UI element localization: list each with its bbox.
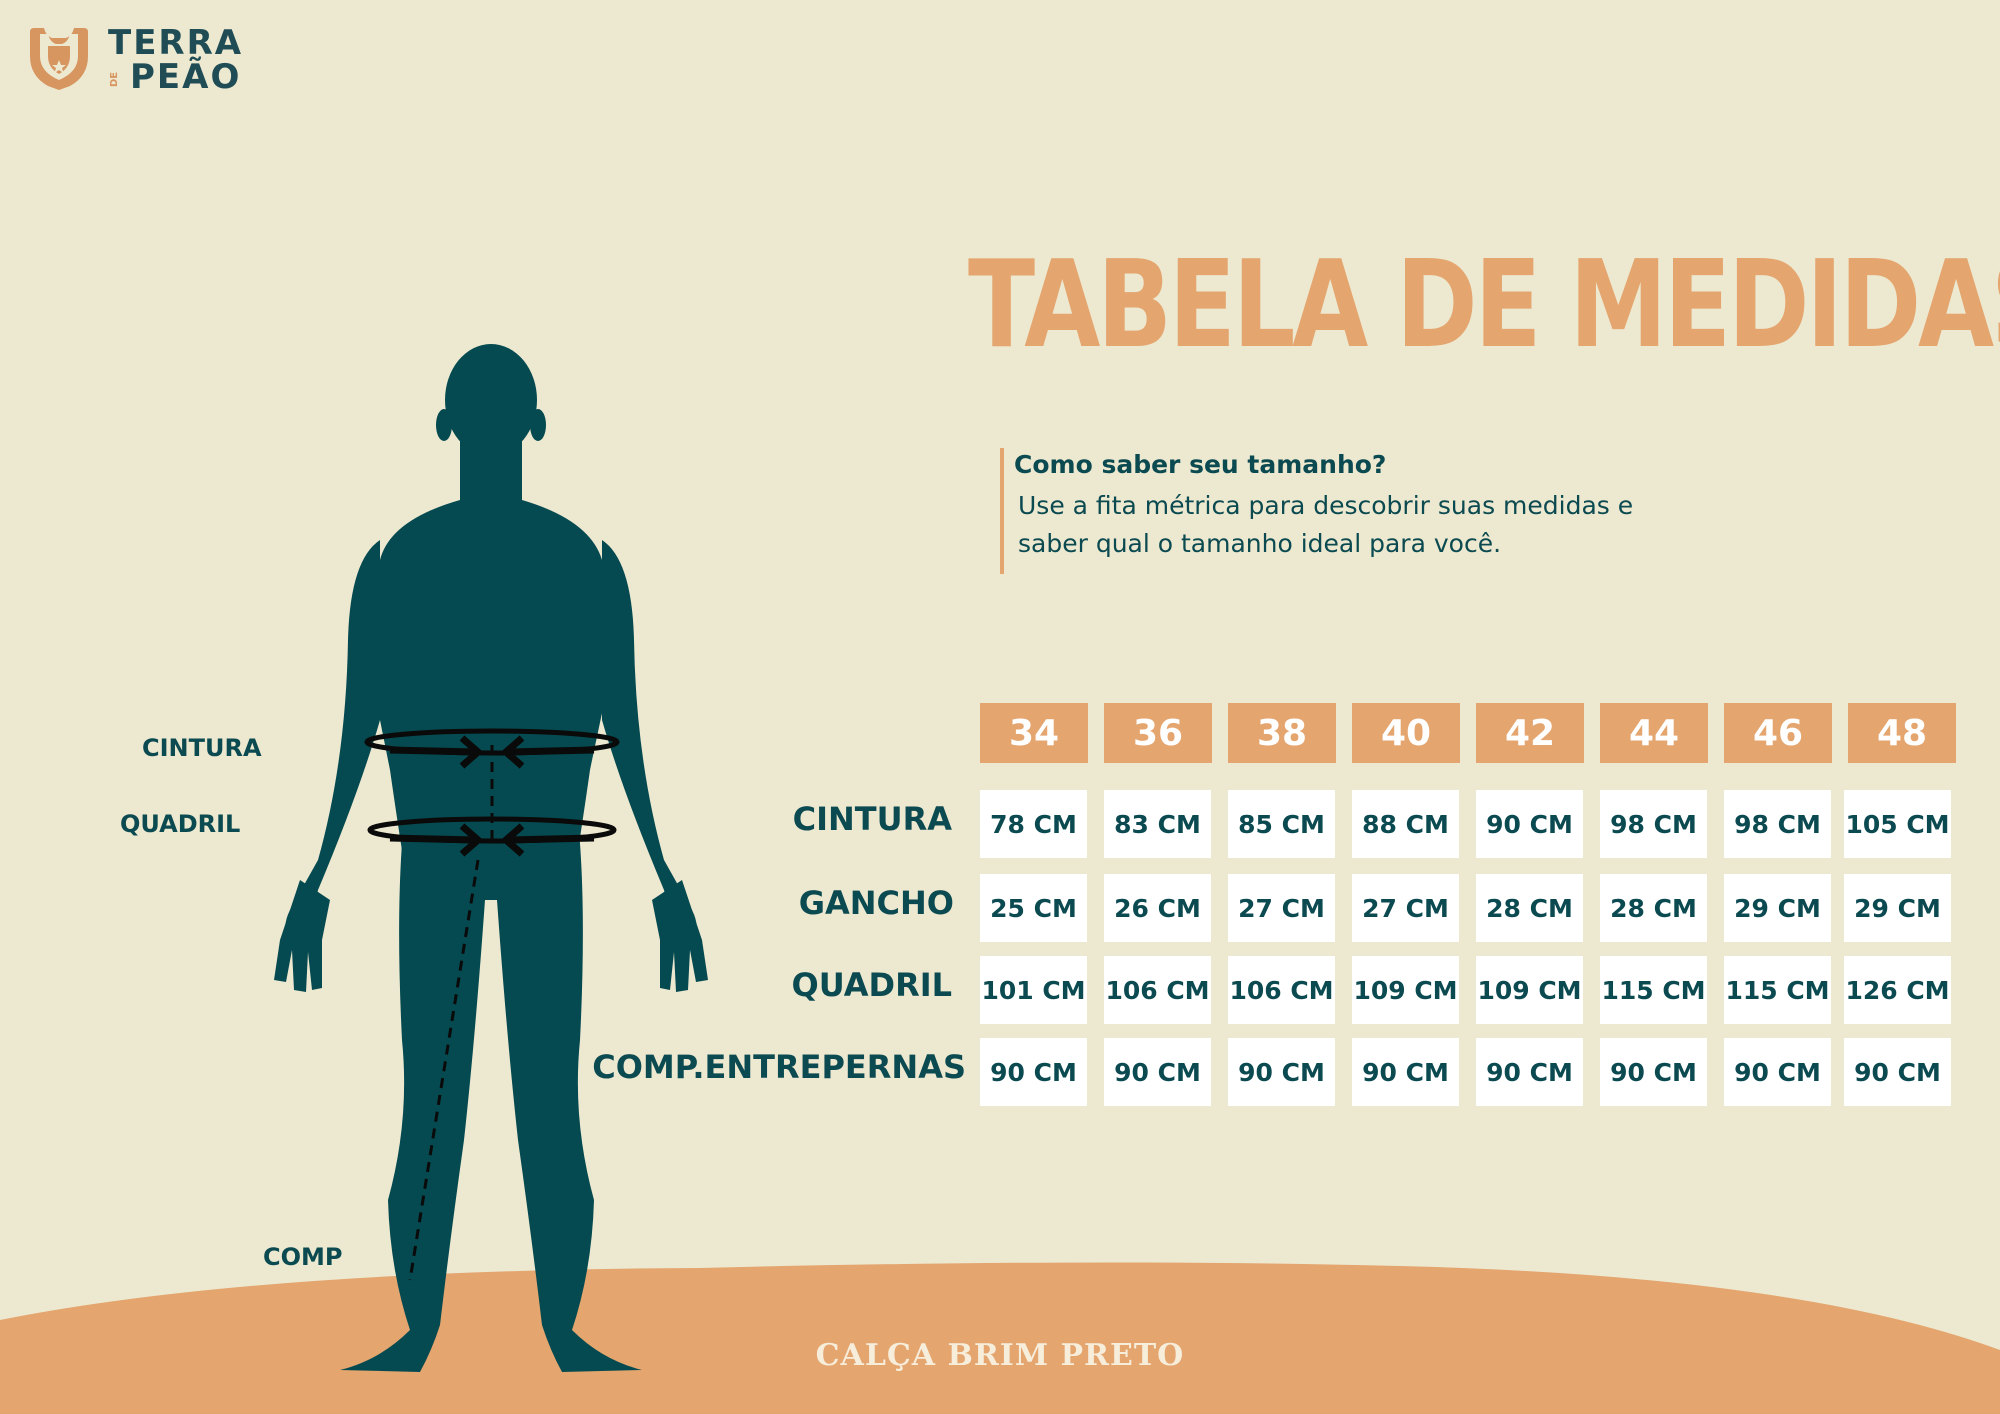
table-cell: 109 CM [1352, 956, 1459, 1024]
table-cell: 90 CM [1476, 1038, 1583, 1106]
ground-shape [0, 1262, 2000, 1414]
size-header: 44 [1600, 703, 1708, 763]
table-cell: 78 CM [980, 790, 1087, 858]
table-cell: 90 CM [1228, 1038, 1335, 1106]
size-header: 48 [1848, 703, 1956, 763]
table-cell: 106 CM [1228, 956, 1335, 1024]
table-cell: 98 CM [1600, 790, 1707, 858]
size-header: 42 [1476, 703, 1584, 763]
table-cell: 106 CM [1104, 956, 1211, 1024]
longhorn-logo-icon [30, 28, 88, 90]
table-cell: 90 CM [1476, 790, 1583, 858]
product-name: CALÇA BRIM PRETO [815, 1338, 1185, 1373]
table-cell: 115 CM [1724, 956, 1831, 1024]
table-cell: 29 CM [1844, 874, 1951, 942]
size-help-block: Como saber seu tamanho? Use a fita métri… [1000, 448, 1720, 574]
size-header: 34 [980, 703, 1088, 763]
body-silhouette-icon [274, 344, 708, 1372]
table-cell: 90 CM [1352, 1038, 1459, 1106]
size-header: 36 [1104, 703, 1212, 763]
logo-text-peao: PEÃO [130, 57, 242, 97]
body-label-cintura: CINTURA [142, 734, 262, 762]
table-cell: 105 CM [1844, 790, 1951, 858]
table-cell: 25 CM [980, 874, 1087, 942]
table-cell: 26 CM [1104, 874, 1211, 942]
table-cell: 98 CM [1724, 790, 1831, 858]
table-cell: 90 CM [1844, 1038, 1951, 1106]
table-cell: 126 CM [1844, 956, 1951, 1024]
table-cell: 83 CM [1104, 790, 1211, 858]
size-header: 46 [1724, 703, 1832, 763]
table-cell: 88 CM [1352, 790, 1459, 858]
table-cell: 28 CM [1476, 874, 1583, 942]
table-cell: 85 CM [1228, 790, 1335, 858]
logo-text-terra: TERRA [108, 23, 244, 63]
table-cell: 101 CM [980, 956, 1087, 1024]
page-title: TABELA DE MEDIDAS [968, 236, 2000, 375]
table-cell: 90 CM [1104, 1038, 1211, 1106]
row-label-comp-entrepernas: COMP.ENTREPERNAS [592, 1048, 966, 1086]
row-label-cintura: CINTURA [792, 800, 952, 838]
table-cell: 109 CM [1476, 956, 1583, 1024]
brand-logo: TERRA DE PEÃO [26, 24, 276, 94]
table-cell: 90 CM [1600, 1038, 1707, 1106]
table-cell: 29 CM [1724, 874, 1831, 942]
table-cell: 28 CM [1600, 874, 1707, 942]
size-help-heading: Como saber seu tamanho? [1014, 450, 1387, 479]
size-help-text: Use a fita métrica para descobrir suas m… [1018, 491, 1634, 558]
body-label-comp: COMP [263, 1243, 343, 1271]
size-header: 40 [1352, 703, 1460, 763]
table-cell: 90 CM [980, 1038, 1087, 1106]
table-cell: 90 CM [1724, 1038, 1831, 1106]
table-cell: 27 CM [1352, 874, 1459, 942]
table-cell: 27 CM [1228, 874, 1335, 942]
body-label-quadril: QUADRIL [120, 810, 241, 838]
logo-text-de: DE [109, 71, 120, 87]
size-header: 38 [1228, 703, 1336, 763]
row-label-quadril: QUADRIL [791, 966, 952, 1004]
row-label-gancho: GANCHO [798, 884, 954, 922]
table-cell: 115 CM [1600, 956, 1707, 1024]
